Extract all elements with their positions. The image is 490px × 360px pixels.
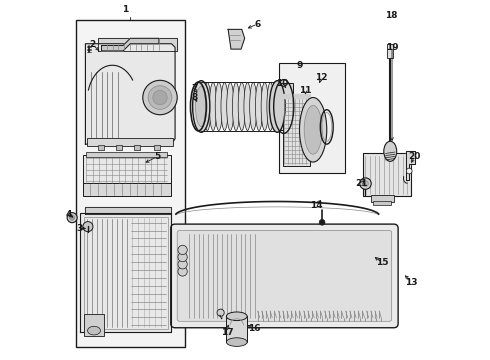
Ellipse shape xyxy=(227,82,234,131)
Polygon shape xyxy=(80,213,172,332)
Polygon shape xyxy=(85,44,175,144)
Bar xyxy=(226,316,247,342)
Bar xyxy=(87,152,167,157)
Ellipse shape xyxy=(272,82,280,131)
Ellipse shape xyxy=(261,82,269,131)
Bar xyxy=(283,96,310,166)
Circle shape xyxy=(217,309,224,316)
Bar xyxy=(363,153,411,196)
FancyBboxPatch shape xyxy=(171,224,398,328)
Text: 8: 8 xyxy=(192,93,198,102)
Circle shape xyxy=(319,220,325,225)
Text: 14: 14 xyxy=(310,201,322,210)
Text: 5: 5 xyxy=(154,152,160,161)
Polygon shape xyxy=(98,39,177,51)
Polygon shape xyxy=(283,94,310,98)
Bar xyxy=(134,145,140,149)
Circle shape xyxy=(143,80,177,115)
Ellipse shape xyxy=(221,82,228,131)
Text: 13: 13 xyxy=(406,278,418,287)
Ellipse shape xyxy=(226,338,247,346)
Bar xyxy=(76,21,185,347)
Circle shape xyxy=(153,90,167,105)
Bar xyxy=(83,183,171,196)
Bar xyxy=(277,83,294,130)
Circle shape xyxy=(178,245,187,255)
Bar xyxy=(116,145,122,149)
Bar xyxy=(373,201,391,205)
Ellipse shape xyxy=(270,81,285,132)
Text: 15: 15 xyxy=(376,258,388,267)
Text: 21: 21 xyxy=(355,179,368,188)
Text: 20: 20 xyxy=(408,152,420,161)
Text: 1: 1 xyxy=(122,5,128,14)
Ellipse shape xyxy=(67,213,77,223)
Ellipse shape xyxy=(304,105,322,154)
Text: 2: 2 xyxy=(90,40,96,49)
Ellipse shape xyxy=(196,86,207,127)
Bar xyxy=(388,44,393,58)
Ellipse shape xyxy=(226,312,247,320)
Circle shape xyxy=(363,181,368,186)
Ellipse shape xyxy=(232,82,240,131)
Text: 3: 3 xyxy=(76,224,82,233)
Ellipse shape xyxy=(238,82,245,131)
Circle shape xyxy=(178,260,187,269)
Text: 12: 12 xyxy=(315,73,327,82)
Ellipse shape xyxy=(299,98,327,162)
Bar xyxy=(153,145,160,149)
Text: 10: 10 xyxy=(276,79,289,88)
Circle shape xyxy=(148,86,172,109)
Bar xyxy=(84,217,168,329)
Circle shape xyxy=(178,267,187,276)
Bar xyxy=(279,63,345,173)
Text: 11: 11 xyxy=(299,86,312,95)
Ellipse shape xyxy=(244,82,251,131)
Text: 19: 19 xyxy=(386,43,398,52)
Bar xyxy=(98,145,104,149)
Ellipse shape xyxy=(215,82,222,131)
Ellipse shape xyxy=(193,81,210,132)
Ellipse shape xyxy=(255,82,263,131)
Ellipse shape xyxy=(83,222,93,231)
Bar xyxy=(83,155,171,184)
FancyBboxPatch shape xyxy=(177,230,392,321)
Ellipse shape xyxy=(70,215,74,220)
Ellipse shape xyxy=(204,82,211,131)
Circle shape xyxy=(360,178,371,189)
Polygon shape xyxy=(228,30,245,49)
Text: 18: 18 xyxy=(385,11,397,20)
Polygon shape xyxy=(85,207,172,214)
Ellipse shape xyxy=(88,326,100,335)
Bar xyxy=(84,315,104,336)
Text: 16: 16 xyxy=(248,324,260,333)
Ellipse shape xyxy=(250,82,257,131)
Text: 4: 4 xyxy=(65,210,72,219)
Ellipse shape xyxy=(210,82,217,131)
Text: 6: 6 xyxy=(254,19,261,28)
Circle shape xyxy=(178,252,187,262)
Text: 7: 7 xyxy=(192,84,198,93)
Polygon shape xyxy=(101,39,159,51)
Text: 17: 17 xyxy=(221,328,233,337)
Text: 9: 9 xyxy=(296,61,303,70)
Bar xyxy=(87,138,173,146)
Ellipse shape xyxy=(267,82,274,131)
Bar xyxy=(370,195,394,202)
Polygon shape xyxy=(406,151,416,180)
Ellipse shape xyxy=(384,141,397,161)
Circle shape xyxy=(406,168,412,174)
